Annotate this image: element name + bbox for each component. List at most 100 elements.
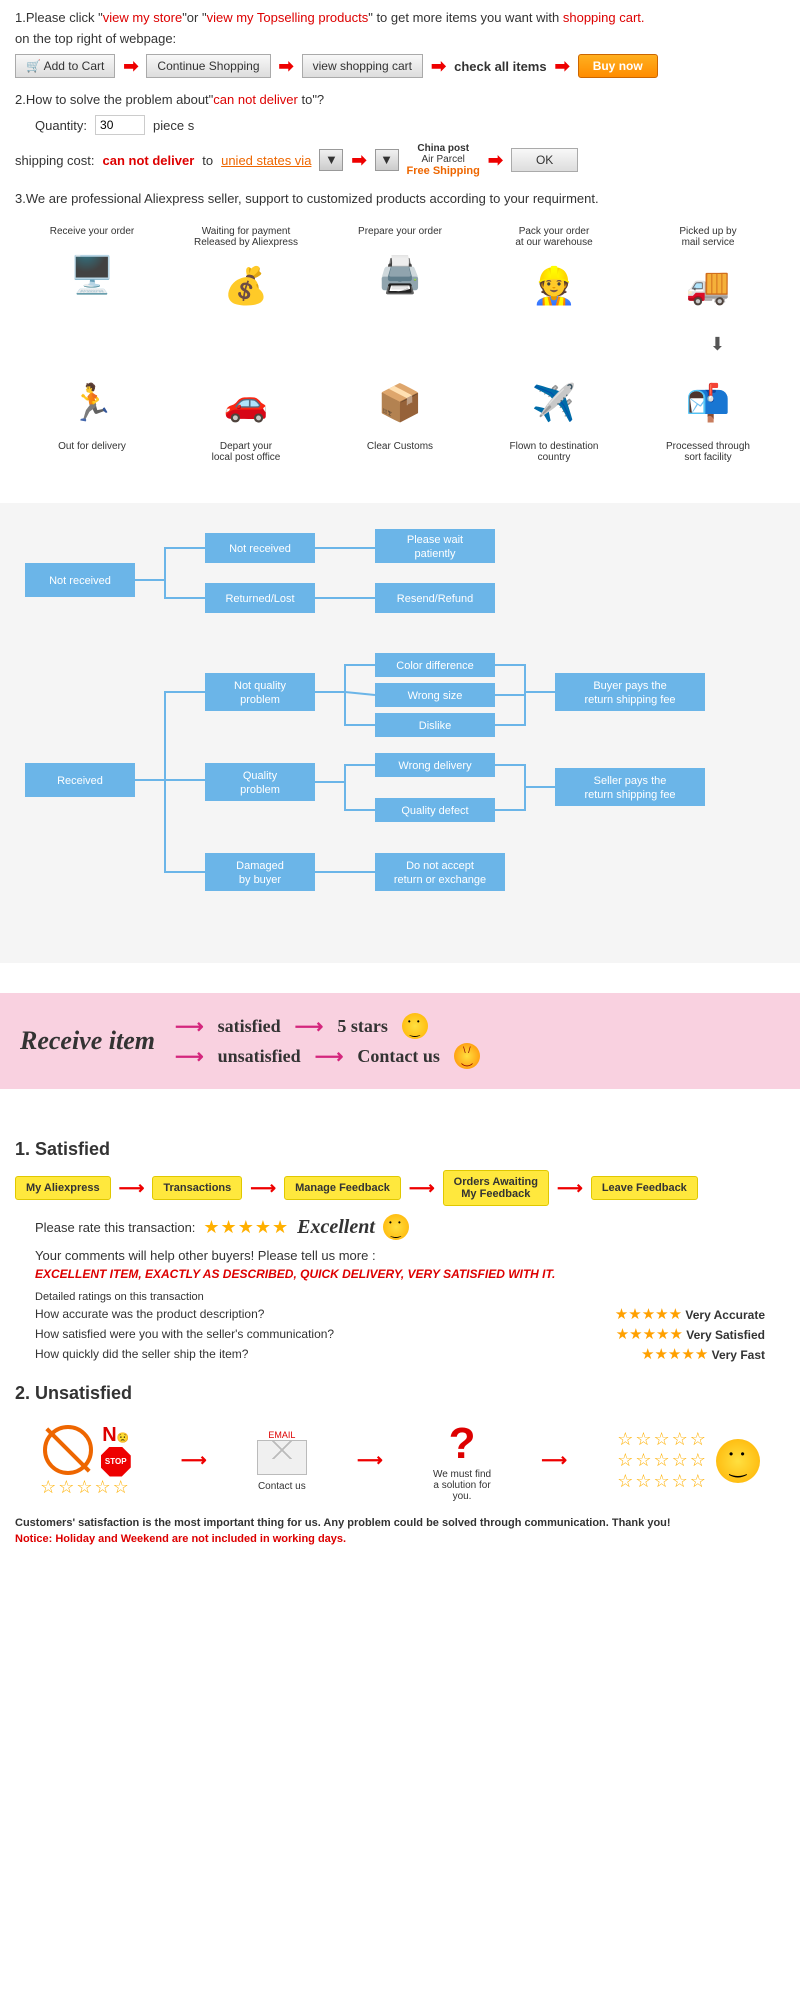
step-button[interactable]: Transactions	[152, 1176, 242, 1200]
mail-icon: 📬	[678, 373, 738, 433]
qty-label: Quantity:	[35, 118, 87, 133]
rating-q: How accurate was the product description…	[35, 1307, 264, 1321]
arrow-icon: ⟶	[250, 1178, 276, 1199]
svg-text:return or exchange: return or exchange	[394, 874, 486, 886]
svg-text:Not quality: Not quality	[234, 680, 286, 692]
q3-text: 3.We are professional Aliexpress seller,…	[15, 191, 785, 206]
smiley-icon	[402, 1013, 428, 1039]
rate-label: Please rate this transaction:	[35, 1220, 195, 1235]
svg-text:problem: problem	[240, 784, 280, 796]
arrow-icon: ⟶	[409, 1178, 435, 1199]
view-cart-button[interactable]: view shopping cart	[302, 54, 423, 78]
dropdown-icon[interactable]: ▼	[375, 149, 399, 171]
svg-text:Received: Received	[57, 775, 103, 787]
money-icon: 💰	[216, 256, 276, 316]
footer-notice: Notice: Holiday and Weekend are not incl…	[15, 1533, 785, 1545]
svg-text:Do not accept: Do not accept	[406, 860, 474, 872]
arrow-icon: ⟶	[295, 1014, 324, 1039]
car-icon: 🚗	[216, 373, 276, 433]
arrow-icon: ➡	[431, 56, 446, 77]
delivery-icon: 🏃	[62, 373, 122, 433]
svg-text:return shipping fee: return shipping fee	[584, 789, 675, 801]
svg-text:Damaged: Damaged	[236, 860, 284, 872]
footer-note: Customers' satisfaction is the most impo…	[15, 1517, 785, 1529]
add-to-cart-button[interactable]: 🛒 Add to Cart	[15, 54, 115, 78]
ship-label: shipping cost:	[15, 153, 95, 168]
intro-line2: on the top right of webpage:	[15, 31, 785, 46]
stars-icon: ★★★★★	[616, 1326, 683, 1343]
arrow-icon: ⟶	[315, 1044, 344, 1069]
customs-icon: 📦	[370, 373, 430, 433]
svg-text:Wrong size: Wrong size	[408, 690, 463, 702]
buy-now-button[interactable]: Buy now	[578, 54, 658, 78]
link-view-store[interactable]: view my store	[103, 10, 182, 25]
dropdown-icon[interactable]: ▼	[319, 149, 343, 171]
satisfied-header: 1. Satisfied	[15, 1139, 785, 1160]
rating-q: How satisfied were you with the seller's…	[35, 1327, 334, 1341]
arrow-icon: ⟶	[175, 1044, 204, 1069]
svg-text:problem: problem	[240, 694, 280, 706]
process-row-bottom: 🏃Out for delivery 🚗Depart your local pos…	[15, 365, 785, 463]
arrow-icon: ➡	[279, 56, 294, 77]
arrow-icon: ➡	[555, 56, 570, 77]
arrow-icon: ➡	[488, 150, 503, 171]
rating-a: Very Satisfied	[686, 1328, 765, 1342]
receive-title: Receive item	[20, 1026, 155, 1056]
svg-text:Quality defect: Quality defect	[401, 805, 468, 817]
flowchart-svg: Not received Not received Returned/Lost …	[15, 523, 785, 943]
stars-icon: ☆☆☆☆☆	[617, 1471, 708, 1492]
stars-icon: ☆☆☆☆☆	[617, 1450, 708, 1471]
step-button[interactable]: Leave Feedback	[591, 1176, 698, 1200]
quantity-input[interactable]	[95, 115, 145, 135]
stars-outline-icon: ☆☆☆☆☆	[40, 1477, 131, 1498]
comments-label: Your comments will help other buyers! Pl…	[35, 1248, 785, 1263]
email-icon	[257, 1440, 307, 1475]
question-icon: ?	[433, 1419, 491, 1469]
svg-text:Color difference: Color difference	[396, 660, 473, 672]
arrow-icon: ⟶	[541, 1450, 567, 1471]
printer-icon: 🖨️	[370, 245, 430, 305]
svg-text:Not received: Not received	[229, 543, 291, 555]
detail-ratings-header: Detailed ratings on this transaction	[35, 1291, 765, 1303]
smiley-icon	[383, 1214, 409, 1240]
country-link[interactable]: unied states via	[221, 153, 311, 168]
svg-text:return shipping fee: return shipping fee	[584, 694, 675, 706]
intro-line1: 1.Please click "view my store"or "view m…	[15, 10, 785, 25]
step-button[interactable]: Manage Feedback	[284, 1176, 401, 1200]
ok-button[interactable]: OK	[511, 148, 578, 172]
truck-icon: 🚚	[678, 256, 738, 316]
arrow-icon: ⟶	[119, 1178, 145, 1199]
pieces-label: piece s	[153, 118, 194, 133]
stars-icon: ★★★★★	[641, 1346, 708, 1363]
svg-text:Quality: Quality	[243, 770, 278, 782]
step-button[interactable]: Orders Awaiting My Feedback	[443, 1170, 549, 1206]
arrow-icon: ⟶	[181, 1450, 207, 1471]
plane-icon: ✈️	[524, 373, 584, 433]
q2-text: 2.How to solve the problem about"can not…	[15, 92, 785, 107]
link-topselling[interactable]: view my Topselling products	[207, 10, 369, 25]
rating-a: Very Fast	[712, 1348, 765, 1362]
svg-text:Wrong delivery: Wrong delivery	[398, 760, 472, 772]
process-row-top: Receive your order🖥️ Waiting for payment…	[15, 226, 785, 324]
receive-item-banner: Receive item ⟶ satisfied ⟶ 5 stars ⟶ uns…	[0, 993, 800, 1089]
unsatisfied-flow: N😟 STOP ☆☆☆☆☆ ⟶ EMAIL Contact us ⟶ ? We …	[15, 1419, 785, 1502]
svg-text:Not received: Not received	[49, 575, 111, 587]
link-cart[interactable]: shopping cart.	[563, 10, 645, 25]
check-all-text: check all items	[454, 59, 547, 74]
svg-text:Please wait: Please wait	[407, 534, 463, 546]
step-button[interactable]: My Aliexpress	[15, 1176, 111, 1200]
svg-text:patiently: patiently	[415, 548, 456, 560]
sample-comment: EXCELLENT ITEM, EXACTLY AS DESCRIBED, QU…	[35, 1267, 765, 1281]
button-flow-row: 🛒 Add to Cart ➡ Continue Shopping ➡ view…	[15, 54, 785, 78]
arrow-icon: ➡	[351, 150, 366, 171]
rating-a: Very Accurate	[685, 1308, 765, 1322]
continue-shopping-button[interactable]: Continue Shopping	[146, 54, 270, 78]
unsatisfied-header: 2. Unsatisfied	[15, 1383, 785, 1404]
five-stars-icon: ★★★★★	[203, 1217, 289, 1238]
excellent-label: Excellent	[297, 1216, 375, 1239]
resolution-flowchart: Not received Not received Returned/Lost …	[0, 503, 800, 963]
svg-text:Returned/Lost: Returned/Lost	[225, 593, 294, 605]
svg-text:by buyer: by buyer	[239, 874, 282, 886]
svg-text:Seller pays the: Seller pays the	[594, 775, 667, 787]
arrow-down-icon: ⬇	[710, 334, 725, 354]
